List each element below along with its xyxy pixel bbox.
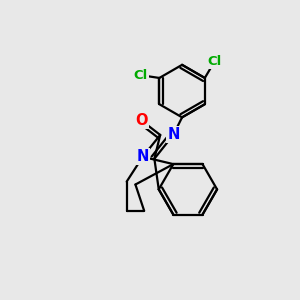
- Text: N: N: [136, 149, 149, 164]
- Text: N: N: [167, 127, 179, 142]
- Text: Cl: Cl: [134, 69, 148, 82]
- Text: O: O: [135, 113, 148, 128]
- Text: Cl: Cl: [207, 55, 222, 68]
